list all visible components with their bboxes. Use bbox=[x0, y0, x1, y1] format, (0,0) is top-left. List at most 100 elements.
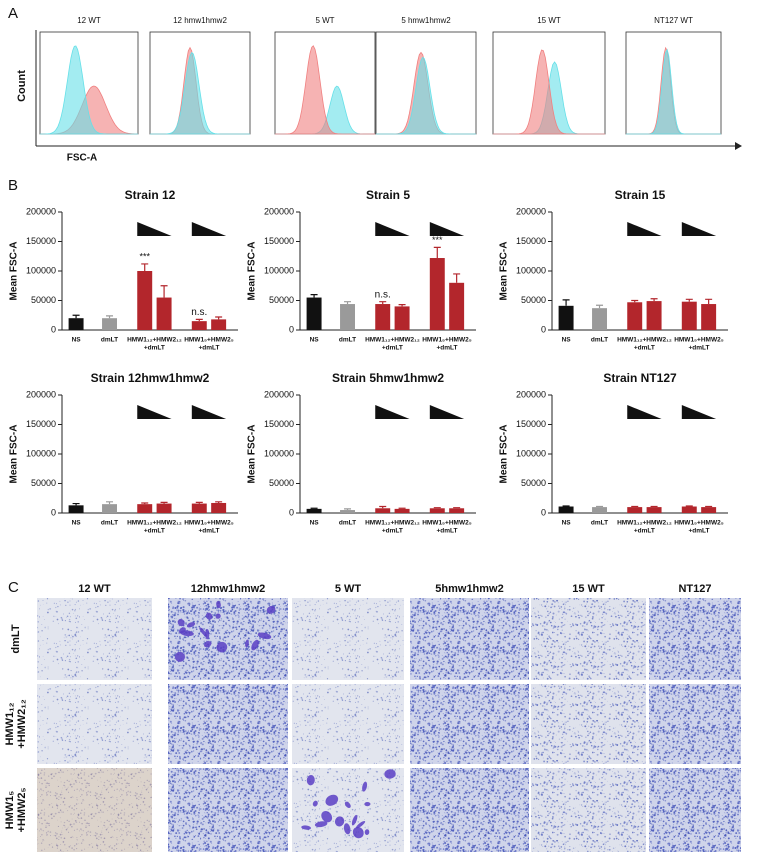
dose-wedge bbox=[191, 222, 227, 236]
error-bar bbox=[433, 507, 441, 509]
x-tick-label: +dmLT bbox=[688, 345, 709, 352]
dose-wedge bbox=[681, 222, 717, 236]
x-tick-label: +dmLT bbox=[688, 528, 709, 535]
cell-clump bbox=[251, 639, 259, 651]
significance-label: n.s. bbox=[191, 307, 207, 318]
cell-clump bbox=[325, 794, 339, 806]
x-tick-label: +dmLT bbox=[198, 345, 219, 352]
bar bbox=[627, 302, 643, 330]
error-bar bbox=[398, 304, 406, 307]
error-bar bbox=[685, 505, 693, 507]
x-tick-label: dmLT bbox=[101, 337, 118, 344]
column-header: 15 WT bbox=[572, 583, 605, 595]
y-tick-label: 100000 bbox=[26, 448, 56, 458]
error-bar bbox=[562, 299, 570, 306]
x-tick-label: dmLT bbox=[339, 337, 356, 344]
error-bar bbox=[631, 505, 639, 508]
y-axis-label: Mean FSC-A bbox=[499, 242, 510, 301]
micrograph bbox=[649, 768, 741, 852]
cell-clump bbox=[343, 823, 351, 835]
chart-title: Strain 15 bbox=[615, 188, 666, 202]
row-label: HMW1₅ bbox=[4, 791, 16, 830]
row-label: HMW1₁₂ bbox=[4, 702, 16, 745]
y-axis-label: Mean FSC-A bbox=[9, 242, 20, 301]
histogram-curve bbox=[150, 51, 250, 135]
dose-wedge bbox=[429, 222, 465, 236]
y-tick-label: 150000 bbox=[264, 236, 294, 246]
error-bar bbox=[379, 301, 387, 305]
y-tick-label: 200000 bbox=[26, 206, 56, 216]
histogram-title: 12 WT bbox=[77, 16, 101, 25]
x-tick-label: +dmLT bbox=[144, 345, 165, 352]
cell-clump bbox=[344, 801, 351, 808]
y-tick-label: 50000 bbox=[269, 295, 294, 305]
bar bbox=[306, 297, 322, 330]
chart-title: Strain 5hmw1hmw2 bbox=[332, 371, 444, 385]
row-label: dmLT bbox=[10, 624, 22, 653]
micrograph bbox=[410, 598, 529, 680]
y-tick-label: 0 bbox=[51, 507, 56, 517]
cell-clump bbox=[216, 600, 221, 609]
cell-clump bbox=[205, 612, 213, 620]
cell-clump bbox=[178, 627, 186, 634]
bar bbox=[68, 318, 84, 330]
error-bar bbox=[631, 299, 639, 303]
significance-label: n.s. bbox=[375, 289, 391, 300]
bar bbox=[701, 507, 717, 513]
y-tick-label: 100000 bbox=[516, 448, 546, 458]
error-bar bbox=[705, 298, 713, 305]
bar bbox=[211, 319, 227, 330]
error-bar bbox=[72, 314, 80, 319]
cell-clump bbox=[356, 820, 366, 829]
y-tick-label: 50000 bbox=[31, 295, 56, 305]
bar bbox=[191, 321, 207, 330]
histogram-curve bbox=[40, 45, 138, 135]
cell-clump bbox=[312, 800, 318, 807]
error-bar bbox=[344, 301, 352, 305]
micrograph bbox=[292, 684, 404, 764]
error-bar bbox=[160, 285, 168, 298]
chart-title: Strain 12hmw1hmw2 bbox=[91, 371, 210, 385]
micrograph bbox=[531, 598, 646, 680]
error-bar bbox=[141, 263, 149, 271]
histogram-title: 5 hmw1hmw2 bbox=[401, 16, 451, 25]
error-bar bbox=[344, 508, 352, 511]
bar bbox=[211, 502, 227, 513]
x-tick-label: dmLT bbox=[591, 520, 608, 527]
cell-clump bbox=[203, 641, 212, 648]
x-tick-label: HMW1₁₂+HMW2₁₂ bbox=[365, 520, 420, 527]
bar bbox=[156, 297, 172, 330]
dose-wedge bbox=[627, 222, 662, 236]
x-tick-label: +dmLT bbox=[436, 345, 457, 352]
y-tick-label: 100000 bbox=[26, 265, 56, 275]
y-tick-label: 0 bbox=[289, 507, 294, 517]
error-bar bbox=[106, 501, 114, 505]
y-tick-label: 50000 bbox=[521, 478, 546, 488]
column-header: 12hmw1hmw2 bbox=[191, 583, 266, 595]
y-axis-label: Count bbox=[16, 70, 28, 102]
bar bbox=[340, 510, 355, 513]
histogram-curve bbox=[626, 48, 721, 135]
bar bbox=[102, 504, 117, 513]
chart-title: Strain 5 bbox=[366, 188, 410, 202]
micrograph bbox=[410, 684, 529, 764]
x-tick-label: HMW1₁₂+HMW2₁₂ bbox=[617, 337, 672, 344]
significance-label: *** bbox=[139, 251, 150, 261]
row-label: +HMW2₅ bbox=[16, 787, 28, 832]
dose-wedge bbox=[375, 222, 410, 236]
bar bbox=[156, 503, 172, 513]
cell-clump bbox=[362, 781, 368, 792]
x-tick-label: HMW1₅+HMW2₅ bbox=[422, 337, 471, 344]
cell-clump bbox=[364, 829, 370, 835]
y-tick-label: 100000 bbox=[264, 265, 294, 275]
error-bar bbox=[160, 501, 168, 504]
micrograph bbox=[292, 598, 404, 680]
y-tick-label: 0 bbox=[541, 324, 546, 334]
y-tick-label: 150000 bbox=[26, 419, 56, 429]
micrograph bbox=[37, 684, 152, 764]
column-header: 5 WT bbox=[335, 583, 362, 595]
x-tick-label: +dmLT bbox=[634, 345, 655, 352]
cell-clump bbox=[174, 651, 185, 662]
cell-clump bbox=[301, 825, 311, 830]
